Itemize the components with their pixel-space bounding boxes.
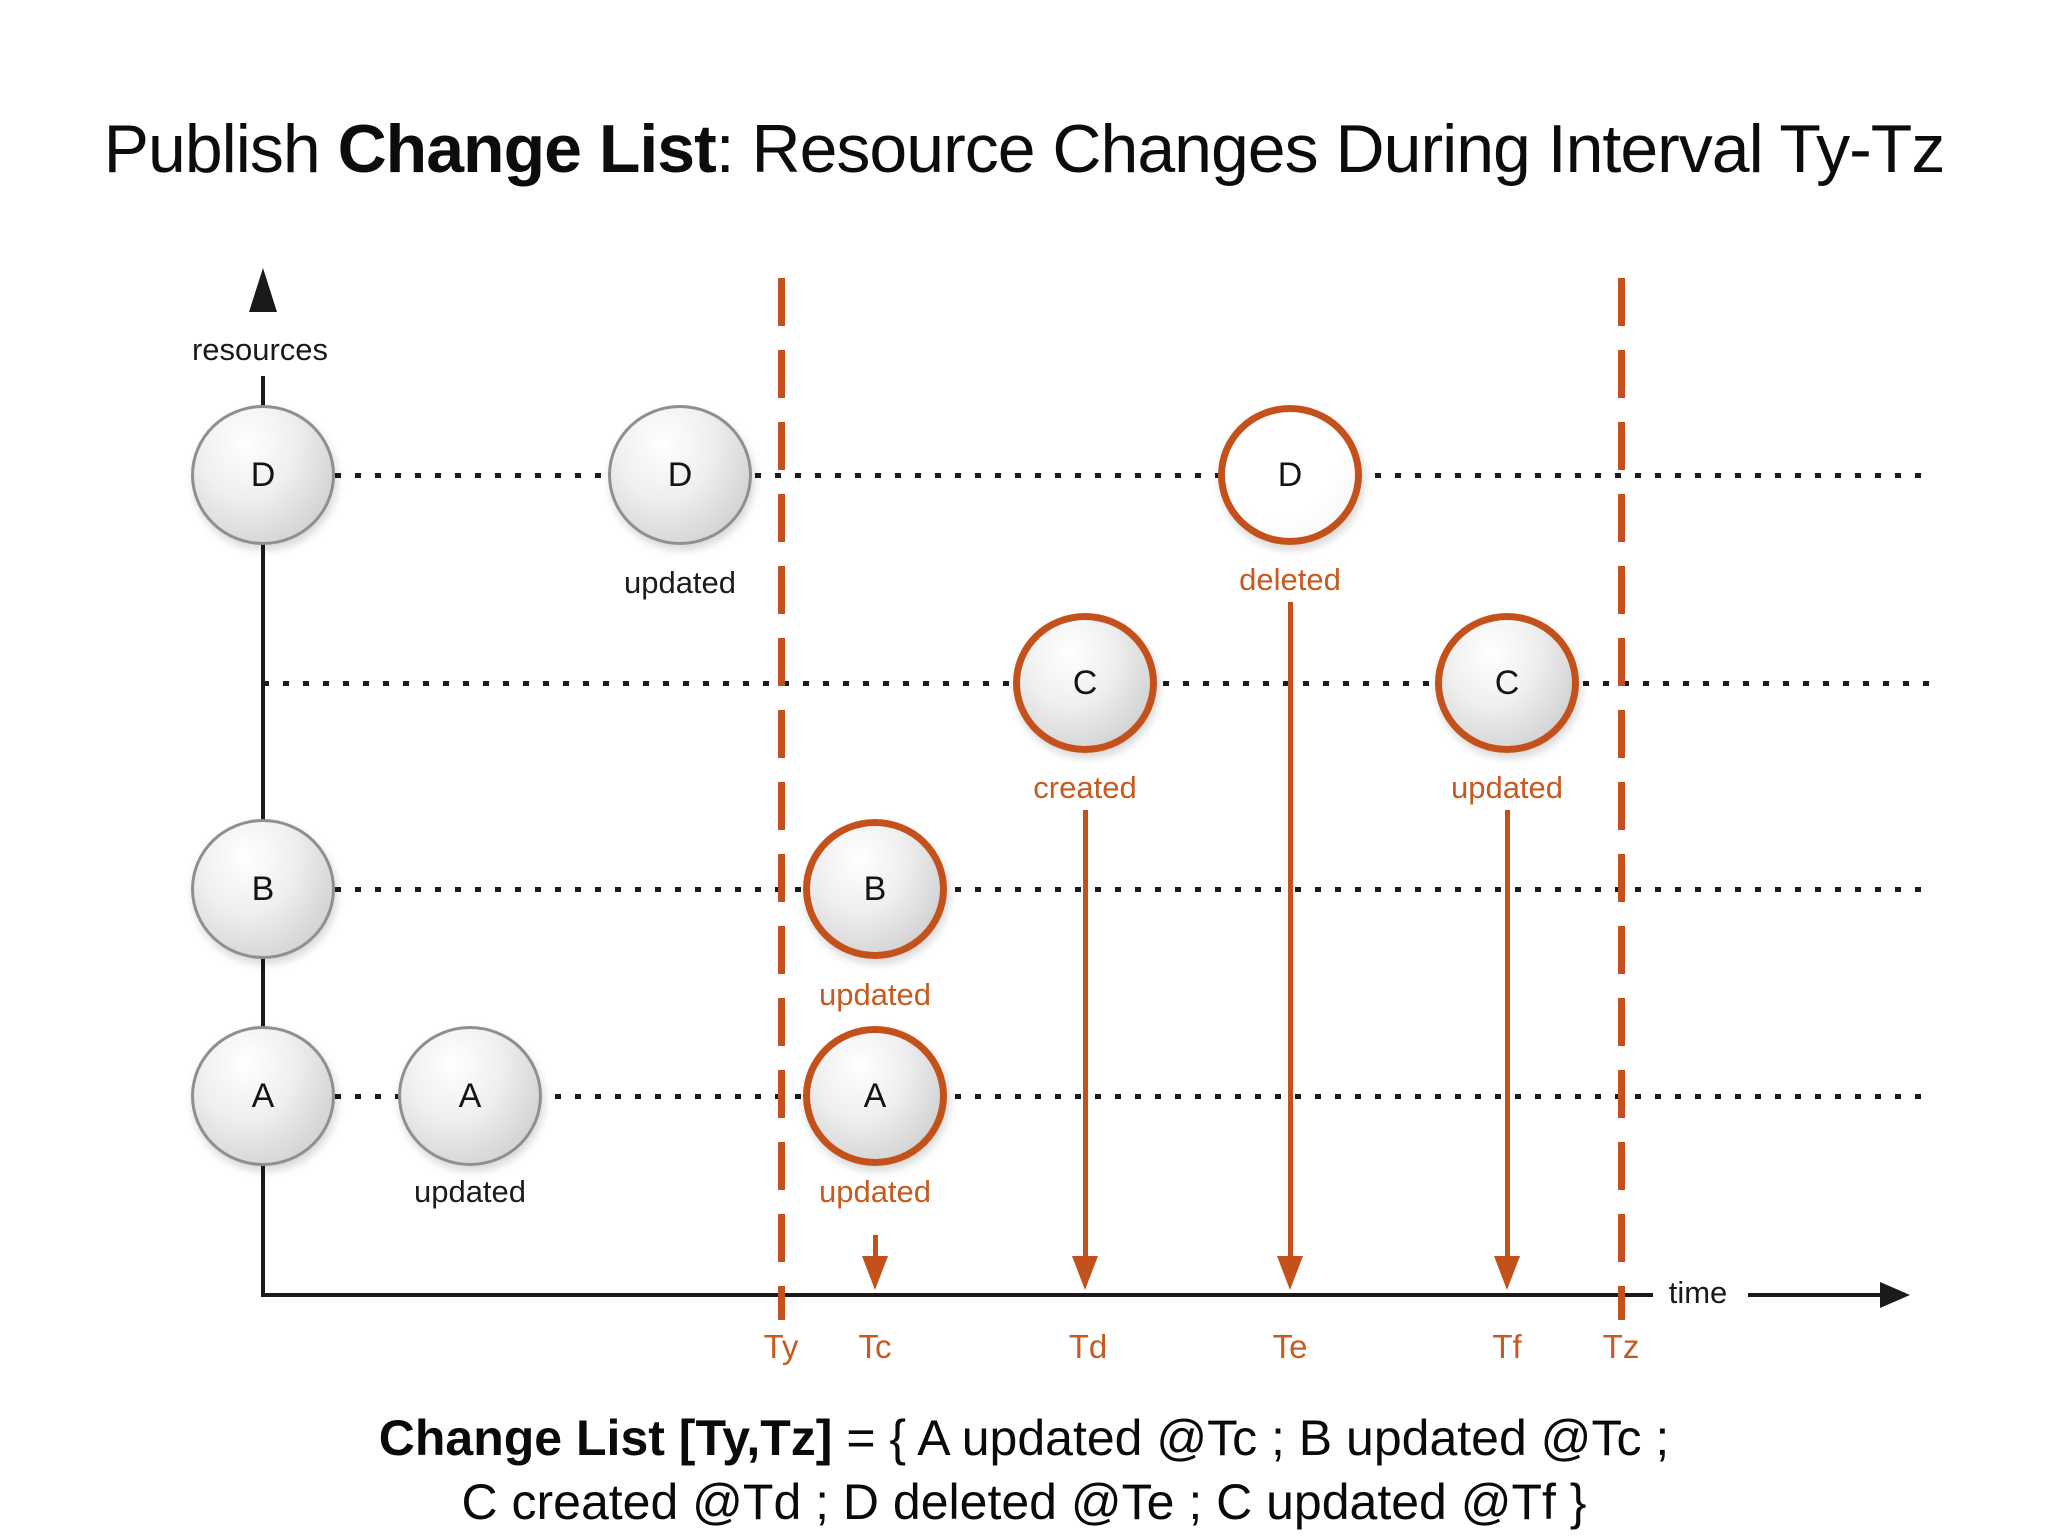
note-B-updated: updated	[818, 977, 932, 1012]
event-arrow-Td-head	[1072, 1256, 1098, 1290]
x-axis-label: time	[1668, 1275, 1728, 1310]
event-arrow-Te-line	[1288, 602, 1293, 1260]
note-D-deleted: deleted	[1239, 562, 1341, 597]
row-line-B	[335, 887, 1932, 892]
circle-D-axis: D	[191, 405, 335, 545]
circle-letter: C	[1494, 663, 1520, 702]
event-arrow-Tf-line	[1505, 810, 1510, 1260]
title-bold: Change List	[337, 111, 717, 187]
change-list-text: Change List [Ty,Tz] = { A updated @Tc ; …	[0, 1406, 2048, 1534]
title-suffix: : Resource Changes During Interval Ty-Tz	[715, 111, 1946, 187]
circle-letter: B	[251, 869, 275, 908]
row-line-D	[335, 473, 1932, 478]
circle-B-axis: B	[191, 819, 335, 959]
circle-letter: A	[863, 1076, 887, 1115]
tick-Ty: Ty	[763, 1328, 799, 1365]
circle-letter: A	[251, 1076, 275, 1115]
note-C-updated: updated	[1450, 770, 1564, 805]
note-C-created: created	[1033, 770, 1137, 805]
circle-letter: D	[250, 455, 276, 494]
x-axis-line	[261, 1293, 1653, 1297]
tick-Td: Td	[1068, 1328, 1108, 1365]
event-arrow-Tc-head	[862, 1256, 888, 1290]
circle-D-deleted: D	[1218, 405, 1362, 545]
tick-Te: Te	[1272, 1328, 1308, 1365]
interval-line-Ty	[778, 278, 785, 1320]
tick-Tc: Tc	[858, 1328, 892, 1365]
x-axis-arrow-icon	[1880, 1282, 1910, 1308]
page-title: Publish Change List: Resource Changes Du…	[0, 110, 2048, 188]
interval-line-Tz	[1618, 278, 1625, 1320]
circle-C-created: C	[1013, 613, 1157, 753]
circle-A-axis: A	[191, 1026, 335, 1166]
circle-C-updated: C	[1435, 613, 1579, 753]
note-A-updated-before: updated	[413, 1174, 527, 1209]
circle-A-updated-before: A	[398, 1026, 542, 1166]
title-prefix: Publish	[103, 111, 338, 187]
change-list-line1: Change List [Ty,Tz] = { A updated @Tc ; …	[0, 1406, 2048, 1470]
tick-Tf: Tf	[1492, 1328, 1522, 1365]
event-arrow-Tc-line	[873, 1235, 878, 1260]
circle-letter: B	[863, 869, 887, 908]
event-arrow-Td-line	[1083, 810, 1088, 1260]
event-arrow-Te-head	[1277, 1256, 1303, 1290]
circle-B-updated: B	[803, 819, 947, 959]
circle-A-updated: A	[803, 1026, 947, 1166]
circle-letter: D	[1277, 455, 1303, 494]
change-list-line1-rest: = { A updated @Tc ; B updated @Tc ;	[832, 1410, 1670, 1466]
change-list-bold: Change List [Ty,Tz]	[378, 1410, 833, 1466]
row-line-A	[335, 1094, 1932, 1099]
circle-letter: D	[667, 455, 693, 494]
circle-letter: A	[458, 1076, 482, 1115]
note-A-updated: updated	[818, 1174, 932, 1209]
y-axis-label: resources	[191, 332, 329, 367]
y-axis-arrow-icon	[249, 268, 277, 312]
note-D-updated-before: updated	[623, 565, 737, 600]
circle-letter: C	[1072, 663, 1098, 702]
tick-Tz: Tz	[1602, 1328, 1640, 1365]
event-arrow-Tf-head	[1494, 1256, 1520, 1290]
change-list-line2: C created @Td ; D deleted @Te ; C update…	[461, 1474, 1587, 1530]
circle-D-updated-before: D	[608, 405, 752, 545]
x-axis-arrow-segment	[1748, 1293, 1882, 1297]
